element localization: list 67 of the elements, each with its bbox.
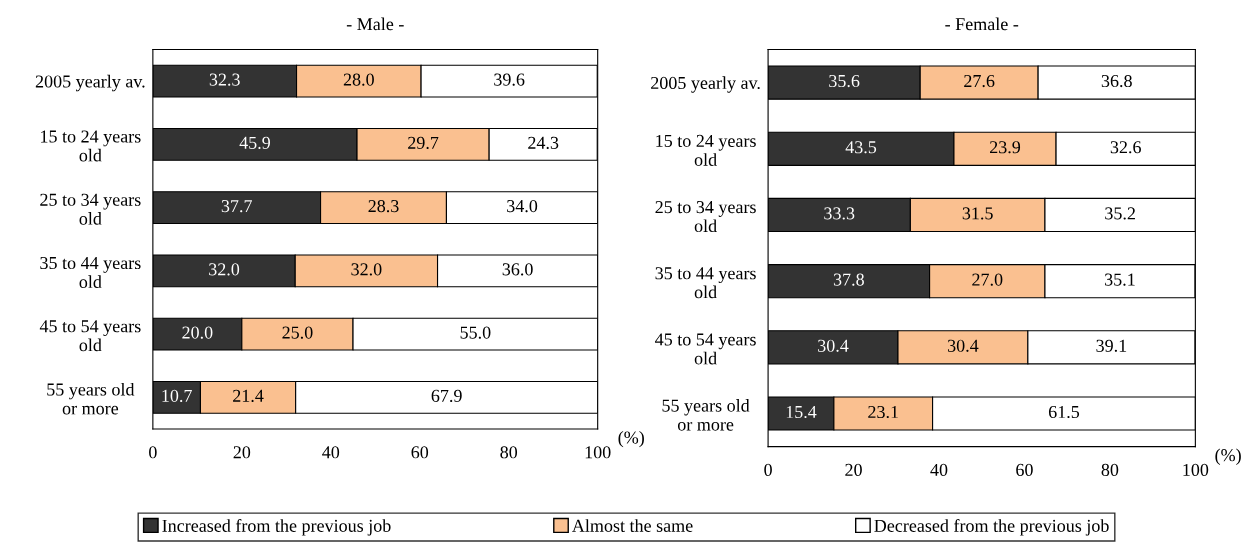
y-tick-label: 25 to 34 years old [40, 193, 141, 225]
y-tick-label: 2005 yearly av. [651, 76, 760, 93]
data-label: 23.9 [990, 141, 1021, 154]
x-axis-title: (%) [1215, 448, 1241, 465]
x-tick-label: 80 [500, 446, 518, 459]
data-label: 35.6 [829, 74, 860, 88]
x-tick-label: 20 [845, 463, 862, 476]
legend-label: Increased from the previous job [162, 519, 391, 536]
data-label: 27.0 [972, 273, 1003, 286]
y-tick-label: 35 to 44 years old [40, 256, 141, 289]
data-label: 36.8 [1101, 74, 1132, 88]
data-label: 32.3 [209, 73, 240, 86]
x-tick-label: 40 [930, 463, 948, 476]
data-label: 24.3 [528, 136, 559, 149]
legend-label: Decreased from the previous job [874, 519, 1109, 536]
y-tick-label: 55 years old or more [47, 382, 135, 415]
data-label: 39.6 [494, 73, 525, 86]
y-tick-label: 25 to 34 years old [655, 201, 756, 233]
x-tick-label: 100 [1183, 463, 1209, 476]
data-label: 30.4 [818, 339, 849, 352]
data-label: 29.7 [408, 136, 439, 149]
data-label: 43.5 [845, 141, 877, 154]
data-label: 37.7 [221, 200, 252, 213]
data-label: 23.1 [868, 405, 898, 419]
data-label: 21.4 [233, 389, 264, 402]
y-tick-label: 15 to 24 years old [41, 130, 141, 162]
y-tick-label: 55 years old or more [662, 399, 750, 431]
x-tick-label: 60 [411, 446, 429, 459]
data-label: 32.6 [1110, 141, 1141, 154]
data-label: 35.2 [1105, 207, 1135, 220]
data-label: 45.9 [239, 136, 271, 149]
chart-title: - Male - [346, 17, 404, 31]
data-label: 55.0 [460, 326, 491, 339]
legend-label: Almost the same [572, 519, 693, 532]
data-label: 15.4 [786, 405, 817, 419]
x-tick-label: 80 [1101, 463, 1119, 476]
data-label: 31.5 [962, 207, 993, 220]
data-label: 35.1 [1105, 273, 1135, 286]
chart-title: - Female - [945, 17, 1019, 31]
data-label: 36.0 [502, 263, 533, 276]
data-label: 28.3 [368, 199, 399, 213]
data-label: 34.0 [507, 199, 538, 213]
x-tick-label: 40 [322, 446, 340, 459]
data-label: 25.0 [282, 326, 313, 339]
y-tick-label: 35 to 44 years old [655, 267, 756, 299]
data-label: 37.8 [833, 273, 864, 286]
data-label: 30.4 [947, 339, 979, 352]
y-tick-label: 45 to 54 years old [655, 333, 756, 365]
data-label: 33.3 [824, 207, 855, 220]
data-label: 61.5 [1048, 405, 1080, 419]
x-tick-label: 0 [149, 446, 157, 459]
data-label: 27.6 [964, 74, 995, 88]
data-label: 32.0 [209, 263, 240, 276]
data-label: 67.9 [431, 389, 462, 402]
data-label: 10.7 [162, 389, 192, 402]
x-tick-label: 0 [764, 463, 772, 476]
y-tick-label: 15 to 24 years old [656, 134, 756, 166]
x-tick-label: 60 [1016, 463, 1033, 476]
data-label: 20.0 [182, 326, 213, 339]
data-label: 28.0 [343, 73, 374, 86]
x-axis-title: (%) [618, 430, 644, 448]
y-tick-label: 2005 yearly av. [35, 74, 145, 92]
x-tick-label: 20 [233, 446, 251, 459]
x-tick-label: 100 [585, 446, 611, 459]
data-label: 32.0 [351, 263, 382, 276]
y-tick-label: 45 to 54 years old [39, 320, 141, 352]
data-label: 39.1 [1096, 339, 1127, 352]
